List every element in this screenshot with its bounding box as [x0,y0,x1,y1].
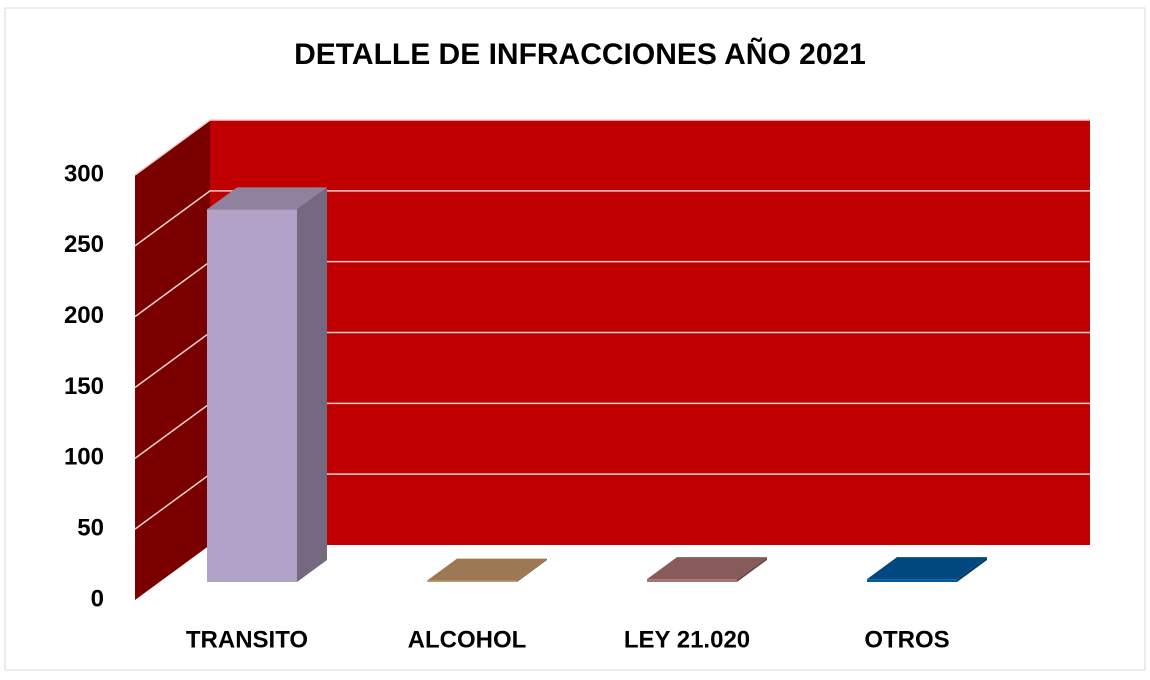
bar-top [427,558,547,581]
chart-title: DETALLE DE INFRACCIONES AÑO 2021 [294,37,866,71]
bar-front [647,579,737,582]
bar-front [207,209,297,582]
bar-side [517,558,547,582]
bar-side [737,557,767,582]
bar-top [207,187,327,210]
y-tick-label: 0 [91,585,104,612]
bar-front [427,580,517,582]
y-tick-label: 200 [64,302,104,329]
y-tick-label: 300 [64,160,104,187]
x-tick-label: TRANSITO [186,626,308,653]
x-tick-label: OTROS [864,626,949,653]
bar [867,557,987,582]
x-tick-label: ALCOHOL [408,626,527,653]
grid-line [134,119,1090,176]
y-tick-label: 100 [64,444,104,471]
bar [647,557,767,582]
bar [207,187,327,582]
y-tick-label: 250 [64,231,104,258]
bar-side [957,557,987,582]
y-tick-label: 150 [64,373,104,400]
bar [427,558,547,582]
y-tick-label: 50 [77,515,104,542]
bar-front [867,579,957,582]
grid-line [134,190,1090,247]
x-tick-label: LEY 21.020 [624,626,750,653]
bar-top [647,557,767,580]
bar-top [867,557,987,580]
bar-side [297,187,327,582]
